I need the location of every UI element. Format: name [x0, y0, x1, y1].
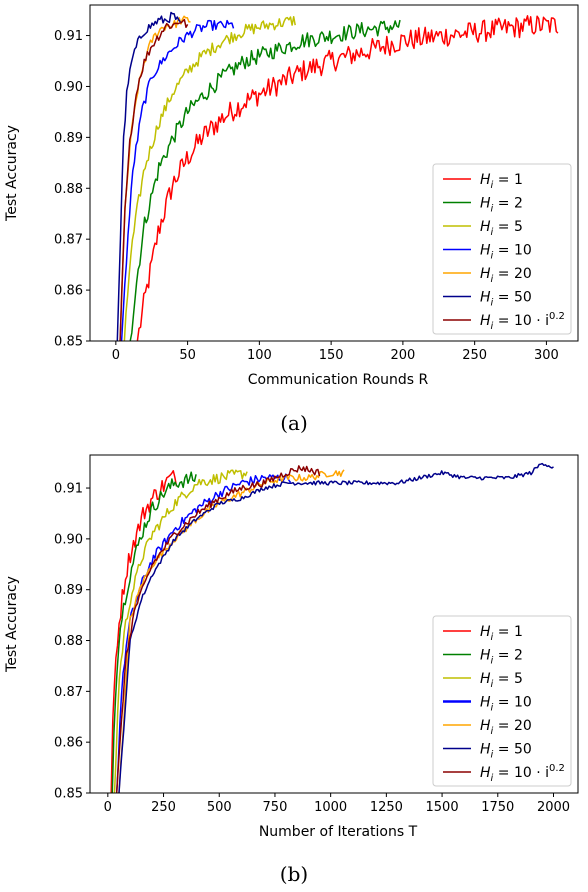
legend-label: Hi = 5 — [480, 671, 523, 690]
legend-box — [432, 615, 572, 787]
chart-panel-a: 0 50 100 150 200 250 300 0.85 0.86 0.87 0.88 0.89 0.… — [4, 4, 579, 435]
legend-label: Hi = 10 — [480, 695, 532, 714]
legend-label: Hi = 10 — [480, 243, 532, 262]
x-axis-label: Number of Iterations T — [259, 824, 418, 840]
x-tick-label: 500 — [207, 800, 232, 815]
series-line-3 — [115, 473, 292, 793]
series-line-5 — [118, 462, 554, 793]
y-tick-label: 0.87 — [54, 233, 83, 248]
legend-label: Hi = 2 — [480, 648, 523, 667]
series-line-2 — [113, 469, 248, 793]
series-line-6 — [119, 18, 189, 341]
legend-box — [432, 163, 572, 335]
axes-frame — [89, 454, 579, 794]
series-line-1 — [111, 471, 197, 793]
y-tick-label: 0.85 — [54, 335, 83, 350]
x-tick-label: 0 — [112, 348, 120, 363]
x-tick-label: 1500 — [426, 800, 459, 815]
plot-lines — [110, 462, 554, 793]
x-tick-label: 750 — [263, 800, 288, 815]
y-tick-label: 0.86 — [54, 736, 83, 751]
legend-label: Hi = 10 · i0.2 — [480, 763, 565, 784]
x-tick-label: 250 — [151, 800, 176, 815]
y-tick-label: 0.86 — [54, 284, 83, 299]
y-tick-label: 0.89 — [54, 583, 83, 598]
x-tick-label: 300 — [534, 348, 559, 363]
series-line-4 — [118, 469, 345, 793]
panel-caption: (a) — [280, 411, 308, 435]
y-axis-label: Test Accuracy — [4, 576, 20, 673]
x-tick-label: 200 — [390, 348, 415, 363]
x-tick-label: 150 — [319, 348, 344, 363]
series-line-5 — [116, 11, 181, 341]
series-line-0 — [136, 15, 559, 341]
legend-label: Hi = 2 — [480, 196, 523, 215]
y-tick-label: 0.91 — [54, 482, 83, 497]
x-axis-label: Communication Rounds R — [248, 372, 429, 388]
x-tick-label: 1000 — [314, 800, 347, 815]
series-line-3 — [120, 19, 235, 341]
y-tick-label: 0.90 — [54, 532, 83, 547]
series-line-2 — [123, 15, 296, 341]
y-tick-label: 0.90 — [54, 80, 83, 95]
series-line-1 — [129, 19, 401, 341]
y-tick-label: 0.88 — [54, 634, 83, 649]
x-tick-label: 1750 — [481, 800, 514, 815]
legend: Hi = 1 Hi = 2 Hi = 5 Hi = 10 Hi = 20 Hi = 50 H… — [432, 163, 572, 335]
y-tick-label: 0.89 — [54, 131, 83, 146]
x-tick-label: 100 — [247, 348, 272, 363]
y-axis-label: Test Accuracy — [4, 125, 20, 222]
y-tick-label: 0.85 — [54, 787, 83, 802]
x-tick-label: 2000 — [537, 800, 570, 815]
legend-label: Hi = 10 · i0.2 — [480, 311, 565, 332]
axes-frame — [89, 4, 579, 342]
y-tick-label: 0.87 — [54, 685, 83, 700]
y-tick-label: 0.91 — [54, 29, 83, 44]
legend-label: Hi = 5 — [480, 219, 523, 238]
x-tick-label: 0 — [104, 800, 112, 815]
series-line-0 — [110, 470, 178, 793]
y-tick-label: 0.88 — [54, 182, 83, 197]
plot-lines — [116, 11, 559, 341]
legend-label: Hi = 20 — [480, 266, 532, 285]
legend-label: Hi = 20 — [480, 718, 532, 737]
x-tick-label: 1250 — [370, 800, 403, 815]
x-tick-label: 250 — [462, 348, 487, 363]
legend-label: Hi = 1 — [480, 172, 523, 191]
legend: Hi = 1 Hi = 2 Hi = 5 Hi = 10 Hi = 20 Hi = 50 H… — [432, 615, 572, 787]
x-tick-label: 50 — [179, 348, 196, 363]
legend-label: Hi = 50 — [480, 290, 532, 309]
series-line-6 — [115, 465, 321, 793]
legend-label: Hi = 1 — [480, 624, 523, 643]
panel-caption: (b) — [280, 862, 308, 886]
legend-label: Hi = 50 — [480, 742, 532, 761]
chart-panel-b: 0 250 500 750 1000 1250 1500 1750 2000 0.85 0.86 0.… — [4, 454, 579, 886]
